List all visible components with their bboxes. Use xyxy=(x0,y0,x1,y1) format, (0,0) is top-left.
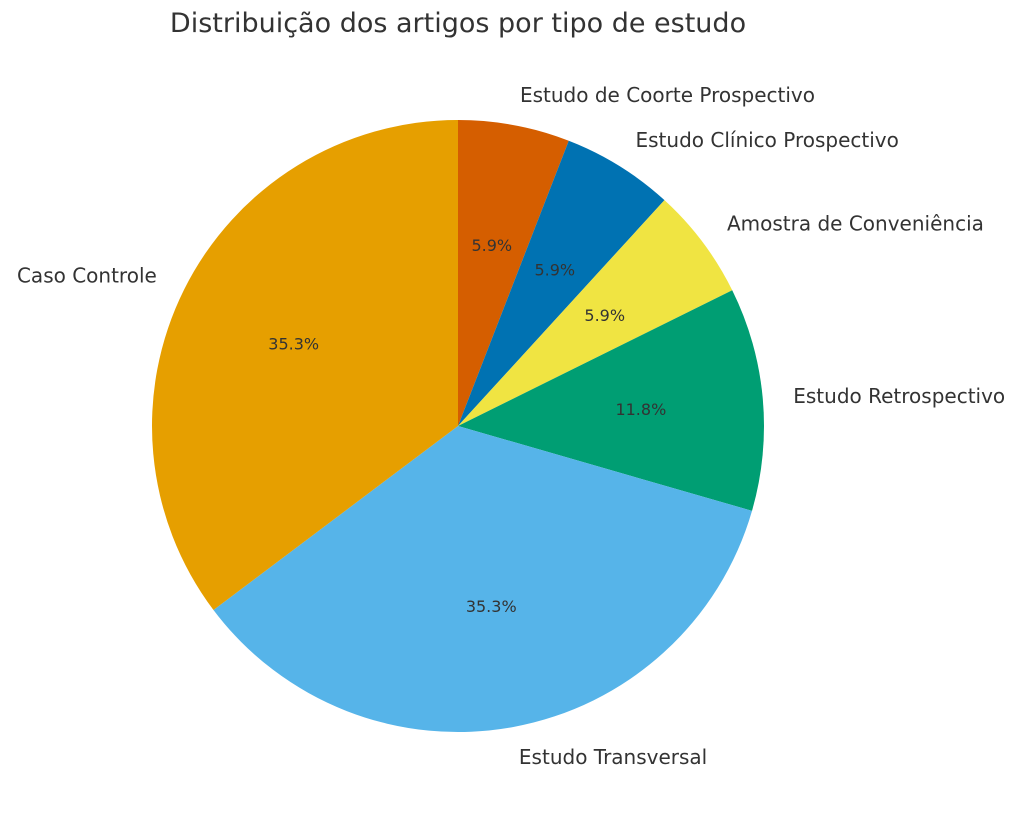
pie-slice-amostra-de-conveniencia xyxy=(458,200,733,426)
pie-pct-label-estudo-clinico-prospectivo: 5.9% xyxy=(534,261,575,280)
pie-label-amostra-de-conveniencia: Amostra de Conveniência xyxy=(727,212,984,236)
pie-slice-estudo-de-coorte-prospectivo xyxy=(458,120,569,426)
pie-pct-label-estudo-transversal: 35.3% xyxy=(466,597,517,616)
pie-label-caso-controle: Caso Controle xyxy=(17,264,157,288)
pie-label-estudo-clinico-prospectivo: Estudo Clínico Prospectivo xyxy=(636,128,899,152)
pie-label-estudo-transversal: Estudo Transversal xyxy=(519,745,707,769)
pie-slice-estudo-transversal xyxy=(213,426,753,732)
pie-pct-label-estudo-retrospectivo: 11.8% xyxy=(615,400,666,419)
pie-slice-estudo-clinico-prospectivo xyxy=(458,140,665,426)
pie-pct-label-amostra-de-conveniencia: 5.9% xyxy=(584,306,625,325)
chart-title: Distribuição dos artigos por tipo de est… xyxy=(169,8,747,39)
pie-label-estudo-de-coorte-prospectivo: Estudo de Coorte Prospectivo xyxy=(520,83,815,107)
pie-pct-label-caso-controle: 35.3% xyxy=(268,335,319,354)
pie-pct-label-estudo-de-coorte-prospectivo: 5.9% xyxy=(471,236,512,255)
pie-slice-caso-controle xyxy=(152,120,458,610)
pie-slice-estudo-retrospectivo xyxy=(458,290,764,511)
pie-label-estudo-retrospectivo: Estudo Retrospectivo xyxy=(793,384,1005,408)
